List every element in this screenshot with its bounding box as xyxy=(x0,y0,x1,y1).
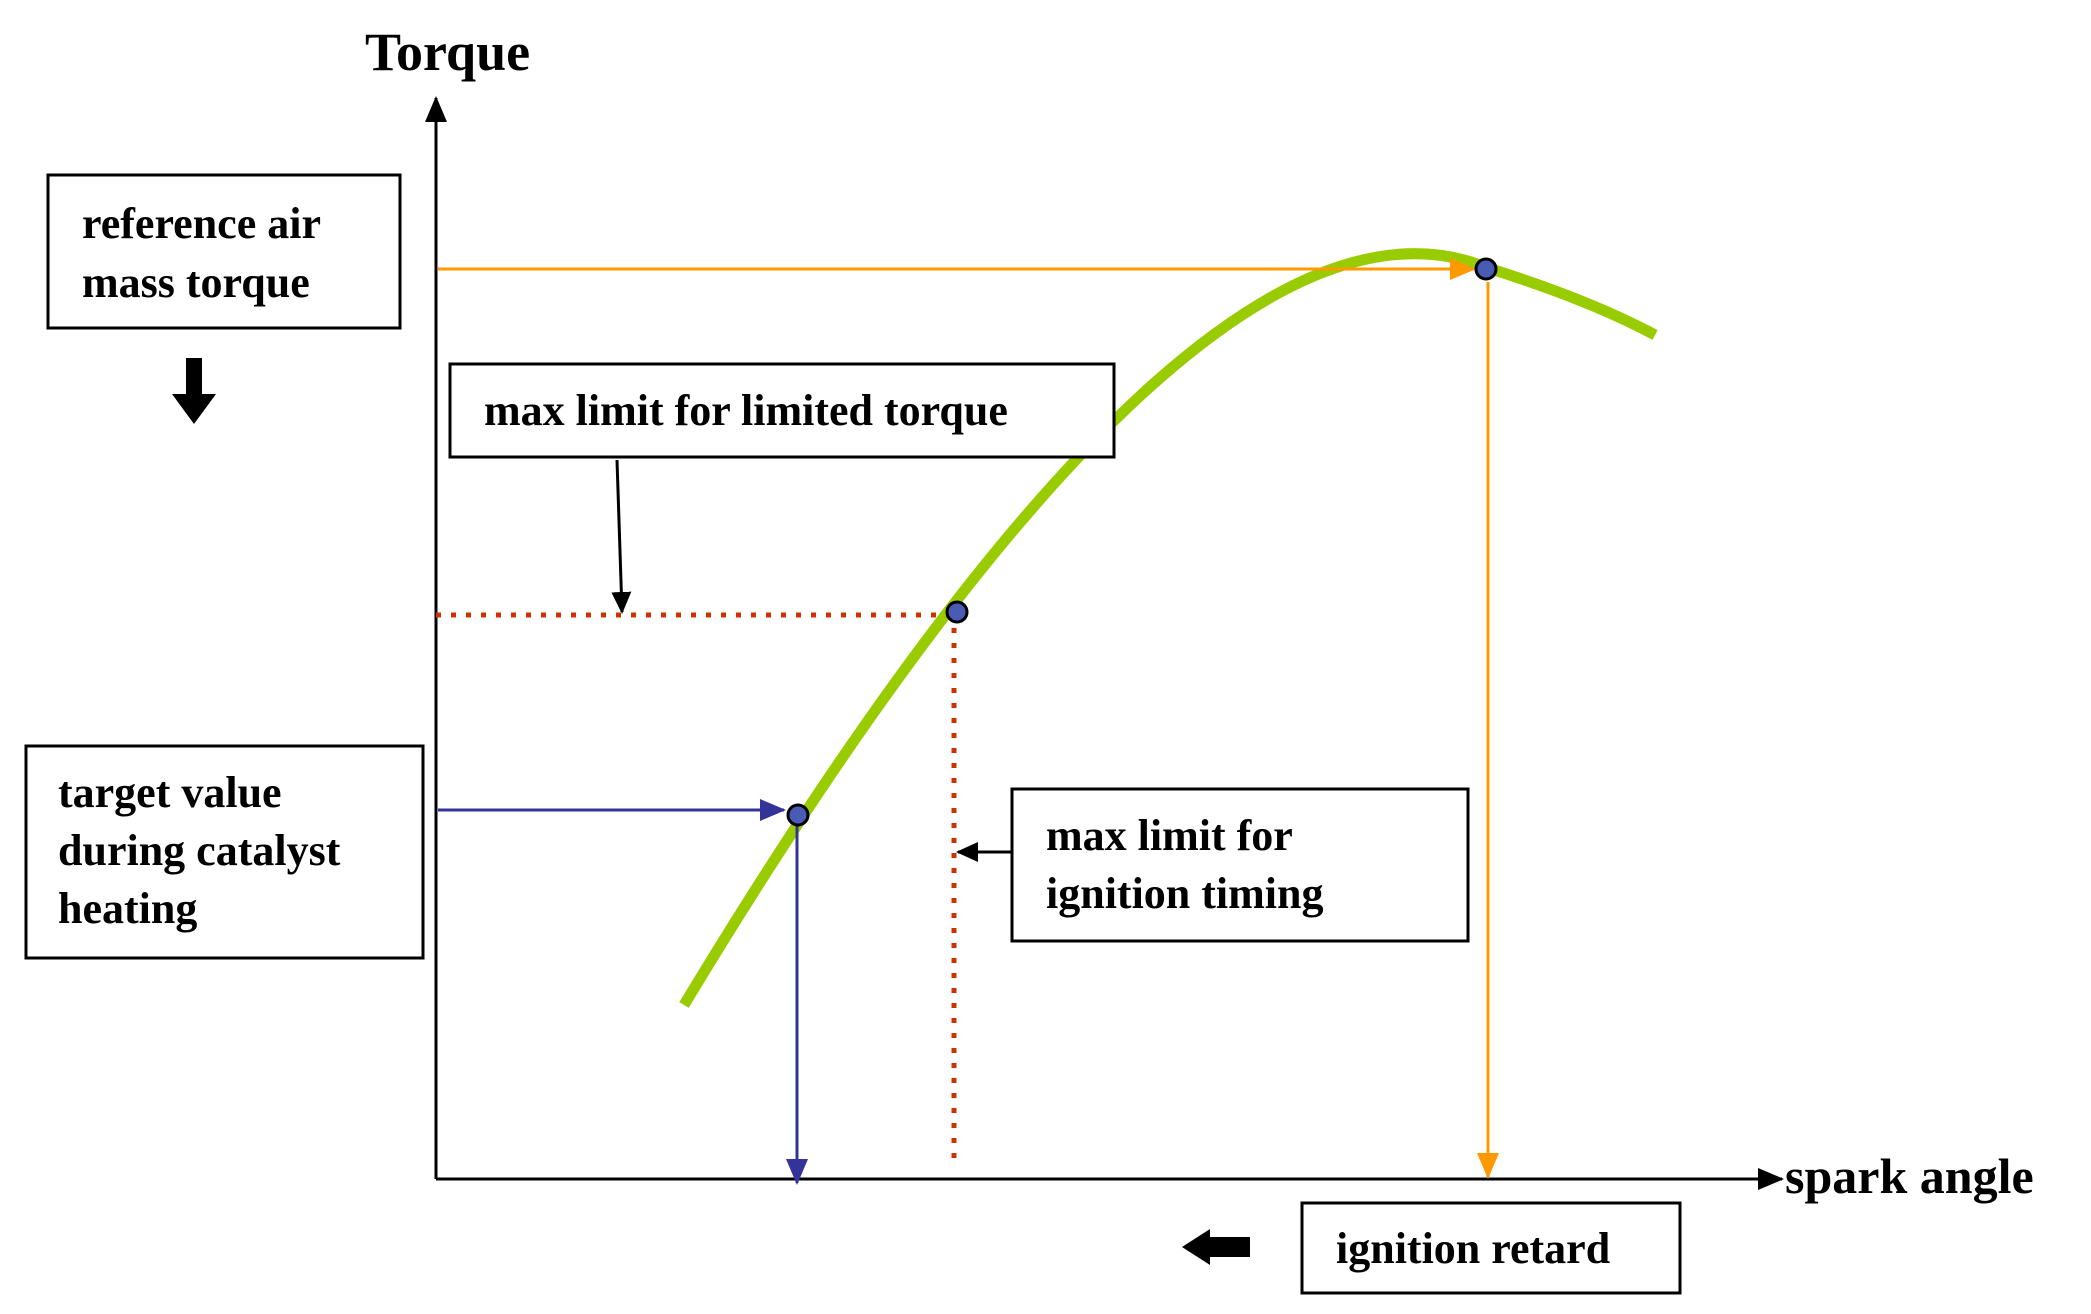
target-value-box: target value during catalyst heating xyxy=(24,744,425,960)
max-limit-ignition-timing-box: max limit for ignition timing xyxy=(1010,787,1470,943)
x-axis-label: spark angle xyxy=(1785,1148,2034,1204)
arrow-left-icon xyxy=(1182,1229,1250,1265)
target-box-line1: target value xyxy=(58,768,282,817)
target-point xyxy=(786,803,810,827)
max-limit-point xyxy=(945,600,969,624)
max-ignition-box-line2: ignition timing xyxy=(1046,869,1324,918)
reference-box-line1: reference air xyxy=(82,199,321,248)
max-limit-torque-box-line1: max limit for limited torque xyxy=(484,386,1008,435)
max-limit-limited-torque-box: max limit for limited torque xyxy=(448,362,1116,459)
reference-air-mass-torque-box: reference air mass torque xyxy=(46,173,402,330)
target-box-line2: during catalyst xyxy=(58,826,341,875)
reference-point xyxy=(1474,257,1498,281)
ignition-retard-box: ignition retard xyxy=(1300,1201,1682,1295)
target-box-line3: heating xyxy=(58,884,197,933)
torque-curve xyxy=(679,248,1658,1008)
y-axis-label: Torque xyxy=(365,22,530,82)
reference-box-line2: mass torque xyxy=(82,258,310,307)
arrow-down-icon xyxy=(172,358,216,424)
ignition-retard-box-line1: ignition retard xyxy=(1336,1224,1610,1273)
max-limit-torque-pointer xyxy=(611,459,632,614)
max-ignition-box-line1: max limit for xyxy=(1046,811,1293,860)
